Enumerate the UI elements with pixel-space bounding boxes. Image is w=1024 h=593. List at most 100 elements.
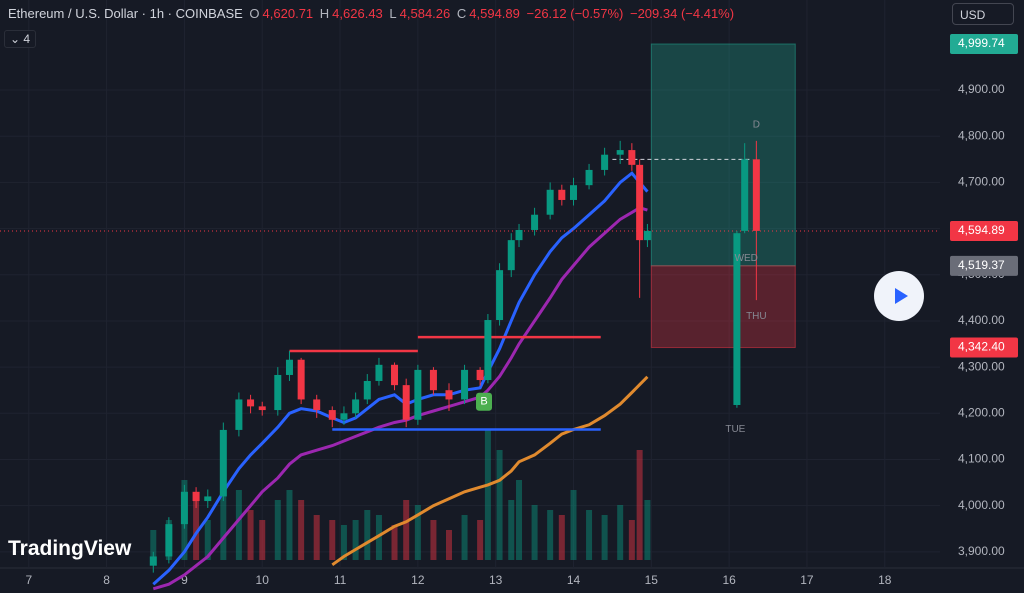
y-tick-label: 4,100.00 xyxy=(958,452,1005,466)
volume-bar xyxy=(391,525,398,560)
candle-body xyxy=(297,359,305,400)
volume-bar xyxy=(601,515,608,560)
candle-body xyxy=(546,189,554,215)
volume-bar xyxy=(298,500,305,560)
volume-bar xyxy=(516,480,523,560)
volume-bar xyxy=(570,490,577,560)
play-button[interactable] xyxy=(874,271,924,321)
volume-bar xyxy=(558,515,565,560)
candle-body xyxy=(484,320,492,381)
annotation: B xyxy=(480,396,487,408)
x-tick-label: 13 xyxy=(489,573,503,587)
volume-bar xyxy=(220,470,227,560)
candle-body xyxy=(531,214,539,230)
candle-body xyxy=(569,185,577,200)
price-label: 4,519.37 xyxy=(958,258,1005,272)
volume-bar xyxy=(352,520,359,560)
indicators-toggle[interactable]: ⌄ 4 xyxy=(4,30,37,48)
volume-bar xyxy=(586,510,593,560)
target-zone xyxy=(650,43,796,267)
volume-bar xyxy=(364,510,371,560)
candle-body xyxy=(328,410,336,420)
candle-body xyxy=(313,399,321,411)
price-label-box xyxy=(950,255,1018,276)
annotation: THU xyxy=(746,311,767,322)
ohlc-key: O xyxy=(249,6,260,21)
candle-body xyxy=(429,369,437,391)
price-label: 4,999.74 xyxy=(958,36,1005,50)
currency-select[interactable]: USD xyxy=(952,3,1014,25)
projection-candle-body xyxy=(733,233,741,405)
y-tick-label: 4,000.00 xyxy=(958,498,1005,512)
y-tick-label: 4,800.00 xyxy=(958,128,1005,142)
candle-body xyxy=(375,364,383,381)
volume-bar xyxy=(150,530,157,560)
candle-body xyxy=(636,164,644,241)
volume-bar xyxy=(636,450,643,560)
candle-body xyxy=(558,189,566,200)
x-tick-label: 7 xyxy=(25,573,32,587)
volume-bar xyxy=(193,500,200,560)
indicator-count: 4 xyxy=(23,32,31,46)
candle-body xyxy=(461,369,469,400)
y-tick-label: 3,900.00 xyxy=(958,544,1005,558)
change: −26.12 (−0.57%) xyxy=(526,6,624,21)
candle-body xyxy=(402,385,410,420)
candle-body xyxy=(149,556,157,566)
symbol-title: Ethereum / U.S. Dollar · 1h · COINBASE xyxy=(8,6,243,21)
volume-bar xyxy=(274,500,281,560)
y-tick-label: 4,200.00 xyxy=(958,405,1005,419)
candle-body xyxy=(496,270,504,321)
candle-body xyxy=(352,399,360,414)
volume-bar xyxy=(247,510,254,560)
buy-marker xyxy=(476,392,493,411)
projection-candle-body xyxy=(752,159,760,231)
candle-body xyxy=(219,429,227,497)
candle-body xyxy=(204,496,212,502)
x-tick-label: 12 xyxy=(411,573,425,587)
x-tick-label: 8 xyxy=(103,573,110,587)
volume-bar xyxy=(375,515,382,560)
candle-body xyxy=(616,150,624,155)
candle-body xyxy=(285,359,293,375)
candle-body xyxy=(507,240,515,271)
candle-body xyxy=(274,374,282,411)
candle-body xyxy=(601,154,609,170)
ohlc-value: 4,620.71 xyxy=(262,6,314,21)
volume-bar xyxy=(644,500,651,560)
annotation: D xyxy=(753,119,760,130)
volume-bar xyxy=(496,450,503,560)
volume-bar xyxy=(403,500,410,560)
volume-bar xyxy=(340,525,347,560)
candle-body xyxy=(340,413,348,420)
volume-bar xyxy=(547,510,554,560)
ohlc-key: C xyxy=(456,6,467,21)
x-tick-label: 9 xyxy=(181,573,188,587)
volume-bar xyxy=(313,515,320,560)
x-tick-label: 10 xyxy=(256,573,270,587)
volume-bar xyxy=(286,490,293,560)
candle-body xyxy=(643,230,651,241)
volume-bar xyxy=(329,520,336,560)
volume-bar xyxy=(617,505,624,560)
ohlc-value: 4,584.26 xyxy=(399,6,451,21)
x-tick-label: 14 xyxy=(567,573,581,587)
change-period: −209.34 (−4.41%) xyxy=(629,6,735,21)
volume-bar xyxy=(204,520,211,560)
x-tick-label: 18 xyxy=(878,573,892,587)
price-label: 4,594.89 xyxy=(958,223,1005,237)
x-tick-label: 17 xyxy=(800,573,814,587)
volume-bar xyxy=(414,505,421,560)
candle-body xyxy=(414,369,422,420)
x-tick-label: 16 xyxy=(722,573,736,587)
ohlc-key: L xyxy=(389,6,397,21)
volume-bar xyxy=(484,430,491,560)
candle-body xyxy=(363,380,371,400)
y-tick-label: 4,300.00 xyxy=(958,359,1005,373)
logo: TradingView xyxy=(8,537,132,560)
price-label-box xyxy=(950,33,1018,54)
candle-body xyxy=(515,229,523,241)
x-tick-label: 15 xyxy=(645,573,659,587)
